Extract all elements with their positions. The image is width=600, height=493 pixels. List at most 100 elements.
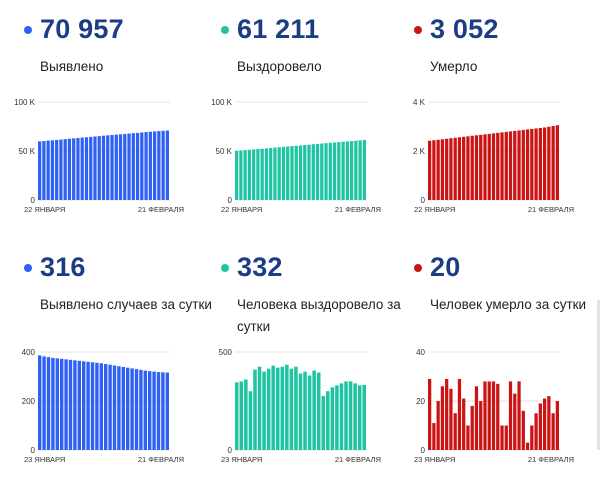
- bar: [345, 141, 349, 200]
- bar: [280, 366, 285, 450]
- x-start-label: 23 ЯНВАРЯ: [24, 455, 65, 464]
- bar: [298, 145, 303, 200]
- bar: [118, 134, 123, 200]
- bar: [289, 368, 294, 450]
- card-died-daily: 20 Человек умерло за сутки 0 20 40 23 ЯНВАР…: [410, 252, 595, 487]
- y-tick-label: 0: [31, 196, 36, 205]
- bar: [449, 388, 453, 450]
- bar: [148, 371, 152, 450]
- bar: [362, 384, 366, 450]
- bar: [534, 413, 538, 450]
- card-recovered: 61 211 Выздоровело 0 50 K 100 K 22 ЯНВАРЯ 21…: [211, 14, 402, 224]
- chart-died-daily: 0 20 40 23 ЯНВАРЯ 21 ФЕВРАЛЯ: [414, 348, 574, 464]
- bar: [294, 366, 298, 450]
- card-detected: 70 957 Выявлено 0 50 K 100 K 22 ЯНВАРЯ 21 ФЕ…: [14, 14, 205, 224]
- bar: [316, 372, 321, 450]
- y-tick-label: 500: [219, 348, 233, 357]
- bar: [117, 366, 121, 450]
- bar: [55, 139, 59, 200]
- bar: [457, 137, 462, 200]
- bar: [513, 393, 517, 450]
- bar: [77, 360, 81, 450]
- bar: [436, 139, 440, 200]
- bar: [80, 137, 84, 200]
- stat-value: 61 211: [237, 14, 320, 44]
- bar: [500, 425, 504, 450]
- bar: [335, 385, 339, 450]
- bar: [67, 138, 72, 200]
- bar: [290, 146, 294, 200]
- bar: [269, 147, 273, 200]
- bar: [349, 141, 354, 200]
- bar: [55, 358, 59, 450]
- card-detected-daily: 316 Выявлено случаев за сутки 0 200 400 23 …: [20, 252, 212, 487]
- x-end-label: 21 ФЕВРАЛЯ: [138, 455, 184, 464]
- x-start-label: 23 ЯНВАРЯ: [221, 455, 262, 464]
- x-start-label: 22 ЯНВАРЯ: [221, 205, 262, 214]
- bar: [432, 140, 436, 200]
- stat-value: 3 052: [430, 14, 499, 44]
- bar: [547, 396, 551, 450]
- bar: [521, 410, 525, 450]
- scrollbar[interactable]: [597, 300, 600, 450]
- bar: [244, 379, 248, 450]
- y-tick-label: 0: [421, 446, 426, 455]
- bar: [127, 133, 131, 200]
- bar: [59, 139, 63, 200]
- bar: [303, 145, 307, 200]
- bar: [60, 358, 64, 450]
- blue-dot-icon: [24, 264, 32, 272]
- bar: [542, 127, 547, 200]
- bar: [275, 367, 280, 450]
- bar: [320, 143, 324, 200]
- bar: [50, 140, 55, 200]
- bar: [440, 386, 445, 450]
- x-start-label: 22 ЯНВАРЯ: [414, 205, 455, 214]
- y-tick-label: 2 K: [413, 147, 426, 156]
- red-dot-icon: [414, 26, 422, 34]
- bar: [46, 140, 50, 200]
- bar: [247, 149, 252, 200]
- bar: [496, 383, 500, 450]
- card-recovered-daily: 332 Человека выздоровело за сутки 0 500 23…: [217, 252, 402, 487]
- bar: [148, 131, 152, 200]
- bar: [121, 366, 125, 450]
- bar: [46, 357, 51, 450]
- bar: [266, 368, 271, 450]
- bar: [312, 370, 316, 450]
- bar: [332, 142, 337, 200]
- bar: [542, 398, 547, 450]
- bar: [63, 139, 67, 200]
- bar: [252, 149, 256, 200]
- bar: [462, 136, 466, 200]
- y-tick-label: 0: [228, 446, 233, 455]
- bar: [144, 132, 148, 200]
- bar: [38, 141, 42, 200]
- bar: [260, 148, 264, 200]
- bar: [281, 146, 286, 200]
- bar: [445, 138, 449, 200]
- bar: [303, 371, 307, 450]
- bar: [525, 129, 530, 200]
- bar: [428, 140, 432, 200]
- bar: [239, 150, 243, 200]
- bar: [428, 378, 432, 450]
- green-dot-icon: [221, 264, 229, 272]
- bar: [156, 372, 161, 450]
- bar: [500, 132, 504, 200]
- bar: [90, 362, 95, 450]
- bar: [286, 146, 290, 200]
- bar: [470, 135, 474, 200]
- y-tick-label: 200: [22, 397, 36, 406]
- bar: [436, 401, 440, 450]
- bar: [298, 373, 303, 450]
- bar: [453, 137, 457, 200]
- bar: [72, 138, 76, 200]
- bar: [538, 403, 542, 450]
- bar: [253, 369, 257, 450]
- bar: [161, 130, 165, 200]
- bar: [474, 135, 479, 200]
- bar: [73, 360, 77, 450]
- bar: [93, 136, 97, 200]
- bar: [530, 425, 534, 450]
